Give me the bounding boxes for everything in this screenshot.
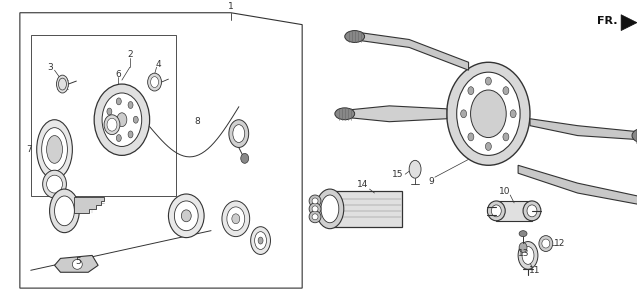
Ellipse shape	[229, 120, 249, 148]
Ellipse shape	[241, 153, 249, 163]
Ellipse shape	[49, 189, 79, 232]
Text: 12: 12	[554, 239, 565, 248]
Ellipse shape	[503, 87, 509, 94]
Ellipse shape	[485, 142, 492, 150]
Ellipse shape	[461, 110, 467, 118]
Ellipse shape	[116, 135, 122, 142]
Ellipse shape	[94, 84, 150, 155]
Text: FR.: FR.	[597, 16, 618, 26]
Ellipse shape	[518, 242, 538, 269]
Ellipse shape	[116, 98, 122, 105]
Ellipse shape	[233, 125, 244, 142]
Ellipse shape	[56, 75, 68, 93]
Ellipse shape	[222, 201, 250, 237]
Ellipse shape	[309, 211, 321, 223]
Ellipse shape	[309, 203, 321, 215]
Ellipse shape	[316, 189, 344, 229]
Polygon shape	[621, 15, 637, 31]
Ellipse shape	[251, 227, 271, 254]
Ellipse shape	[150, 76, 159, 88]
Ellipse shape	[309, 195, 321, 207]
Ellipse shape	[468, 87, 474, 94]
Ellipse shape	[468, 133, 474, 141]
Ellipse shape	[321, 195, 339, 223]
Ellipse shape	[255, 232, 266, 250]
Ellipse shape	[527, 205, 537, 217]
Text: 8: 8	[195, 117, 200, 126]
Ellipse shape	[107, 124, 112, 131]
Ellipse shape	[47, 175, 63, 193]
Ellipse shape	[345, 31, 365, 43]
Ellipse shape	[227, 207, 244, 231]
Ellipse shape	[632, 129, 640, 142]
Polygon shape	[530, 119, 637, 140]
Ellipse shape	[522, 247, 534, 264]
Ellipse shape	[485, 77, 492, 85]
Ellipse shape	[542, 239, 550, 248]
Text: 5: 5	[76, 257, 81, 266]
Polygon shape	[333, 191, 402, 227]
Ellipse shape	[181, 210, 191, 222]
Text: 6: 6	[115, 70, 121, 79]
Ellipse shape	[258, 237, 263, 244]
Ellipse shape	[335, 108, 355, 120]
Polygon shape	[496, 201, 532, 221]
Ellipse shape	[447, 62, 530, 165]
Ellipse shape	[104, 115, 120, 135]
Ellipse shape	[128, 131, 133, 138]
Ellipse shape	[519, 231, 527, 237]
Ellipse shape	[128, 101, 133, 109]
Polygon shape	[349, 106, 447, 122]
Ellipse shape	[312, 198, 318, 204]
Text: 3: 3	[48, 63, 54, 72]
Ellipse shape	[232, 214, 240, 224]
Ellipse shape	[488, 201, 505, 221]
Ellipse shape	[523, 201, 541, 221]
Ellipse shape	[312, 206, 318, 212]
Text: 7: 7	[26, 145, 31, 154]
Ellipse shape	[43, 170, 67, 198]
Ellipse shape	[54, 196, 74, 226]
Ellipse shape	[470, 90, 506, 138]
Ellipse shape	[107, 108, 112, 115]
Ellipse shape	[510, 110, 516, 118]
Polygon shape	[360, 33, 468, 70]
Text: 1: 1	[228, 2, 234, 11]
Ellipse shape	[539, 236, 553, 251]
Ellipse shape	[457, 72, 520, 155]
Ellipse shape	[519, 242, 527, 253]
Text: 2: 2	[127, 50, 132, 59]
Text: 15: 15	[392, 170, 403, 179]
Text: 4: 4	[156, 60, 161, 69]
Ellipse shape	[409, 160, 421, 178]
Text: 11: 11	[529, 266, 541, 275]
Text: 10: 10	[499, 187, 510, 196]
Ellipse shape	[503, 133, 509, 141]
Ellipse shape	[72, 260, 83, 269]
Text: 14: 14	[357, 180, 368, 189]
Ellipse shape	[107, 118, 117, 131]
Ellipse shape	[47, 136, 63, 163]
Polygon shape	[518, 165, 640, 206]
Ellipse shape	[492, 205, 501, 217]
Ellipse shape	[174, 201, 198, 231]
Ellipse shape	[102, 93, 141, 146]
Ellipse shape	[148, 73, 161, 91]
Ellipse shape	[42, 128, 67, 171]
Text: 13: 13	[518, 249, 530, 258]
Ellipse shape	[133, 116, 138, 123]
Polygon shape	[54, 255, 98, 272]
Ellipse shape	[312, 214, 318, 220]
Polygon shape	[74, 197, 104, 213]
Ellipse shape	[36, 120, 72, 179]
Ellipse shape	[168, 194, 204, 238]
Text: 9: 9	[428, 177, 434, 186]
Ellipse shape	[117, 113, 127, 127]
